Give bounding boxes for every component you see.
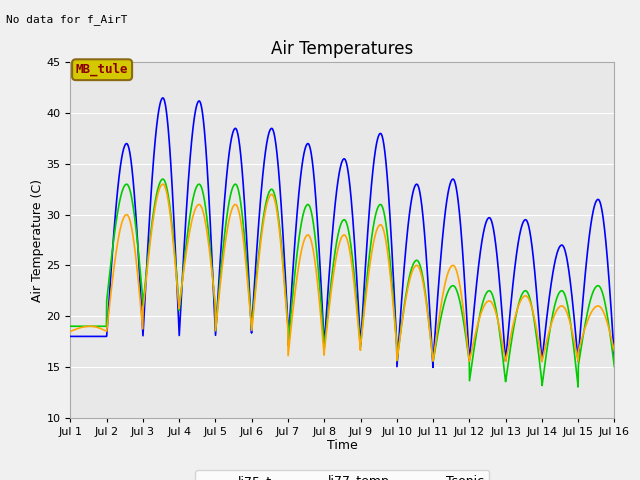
Tsonic [578,336,586,341]
li75_t [370,157,378,163]
li75_t [563,255,571,261]
li77_temp [159,176,166,182]
li77_temp [574,384,582,390]
li77_temp [611,364,618,370]
li75_t [429,364,437,370]
Tsonic [500,353,508,359]
li75_t [159,95,166,101]
Tsonic [218,263,226,269]
li75_t [67,334,74,339]
li75_t [501,348,509,353]
Text: No data for f_AirT: No data for f_AirT [6,14,128,25]
li77_temp [563,298,570,303]
li75_t [358,316,366,322]
Tsonic [563,309,570,314]
li77_temp [358,325,366,331]
Y-axis label: Air Temperature (C): Air Temperature (C) [31,179,44,301]
Tsonic [67,328,74,334]
li75_t [578,309,586,315]
Tsonic [159,181,166,187]
Tsonic [611,349,618,355]
li77_temp [67,324,74,329]
X-axis label: Time: Time [327,439,358,453]
li77_temp [500,370,508,376]
li75_t [218,227,226,232]
Tsonic [358,328,366,334]
li77_temp [370,219,378,225]
Tsonic [574,359,582,365]
Text: MB_tule: MB_tule [76,63,129,76]
li77_temp [578,340,586,346]
li77_temp [218,252,226,258]
Line: li77_temp: li77_temp [70,179,614,387]
Title: Air Temperatures: Air Temperatures [271,40,413,58]
Line: Tsonic: Tsonic [70,184,614,362]
li75_t [611,356,618,361]
Tsonic [370,237,378,243]
Legend: li75_t, li77_temp, Tsonic: li75_t, li77_temp, Tsonic [195,470,490,480]
Line: li75_t: li75_t [70,98,614,367]
